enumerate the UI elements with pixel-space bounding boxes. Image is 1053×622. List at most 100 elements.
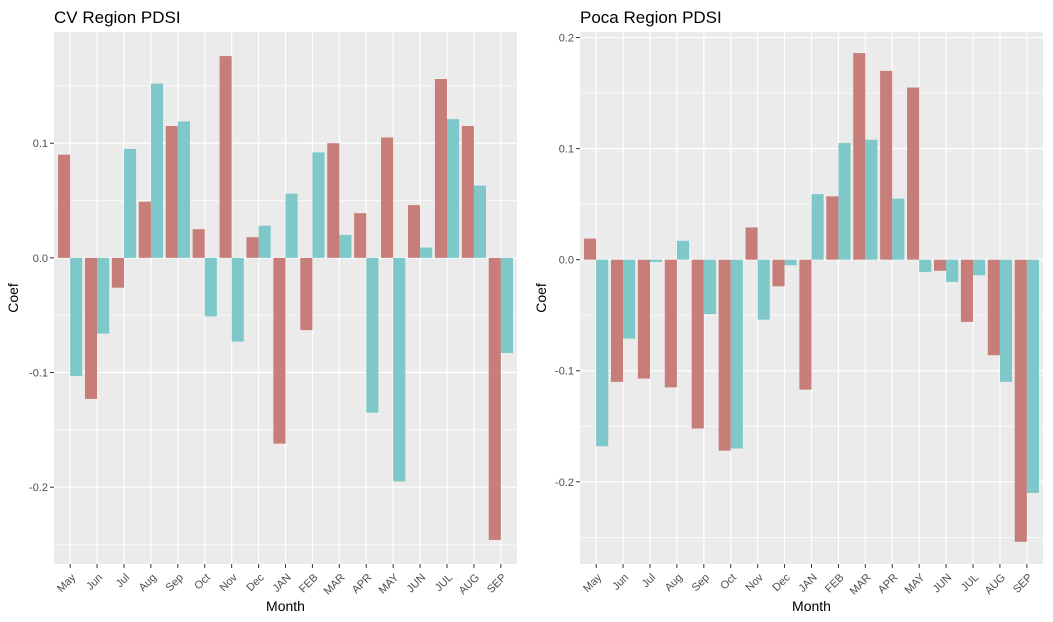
bar-mar-red	[327, 143, 340, 258]
bar-sep-red	[488, 257, 501, 540]
bar-jul-teal	[973, 259, 986, 276]
bar-aug-red	[664, 259, 677, 388]
bar-jan-red	[273, 257, 286, 444]
y-tick-labels: 0.2 0.1 0.0 -0.1 -0.2	[555, 33, 580, 489]
bar-may-red	[584, 238, 597, 260]
bar-may-red	[907, 87, 920, 260]
x-tick-label: SEP	[485, 572, 509, 596]
bar-oct-red	[718, 259, 731, 451]
bar-jul-red	[960, 259, 974, 322]
x-tick-label: Sep	[690, 572, 712, 594]
x-tick-label: Jun	[610, 572, 631, 593]
bar-jul-teal	[649, 259, 663, 262]
x-tick-labels: May Jun Jul Aug Sep Oct Nov Dec JAN FEB MAR APR MAY J…	[55, 564, 509, 597]
x-tick-label: SEP	[1011, 572, 1035, 596]
y-tick-label: 0.0	[559, 255, 574, 267]
bar-jun-teal	[420, 247, 433, 258]
x-tick-label: Aug	[663, 572, 685, 594]
bar-oct-red	[192, 229, 205, 258]
x-tick-label: JUL	[433, 572, 455, 594]
x-tick-label: MAR	[322, 572, 348, 598]
x-tick-label: Dec	[244, 571, 267, 594]
bar-nov-teal	[231, 257, 244, 342]
y-tick-label: 0.0	[33, 253, 48, 265]
bar-oct-teal	[204, 257, 217, 317]
chart-title: Poca Region PDSI	[580, 8, 722, 27]
x-tick-label: FEB	[823, 572, 847, 596]
x-axis-title: Month	[792, 598, 831, 614]
x-tick-label: Nov	[744, 571, 767, 594]
bar-jun-red	[407, 205, 421, 258]
bar-aug-red	[461, 126, 474, 258]
bar-dec-red	[246, 237, 259, 258]
x-tick-label: May	[581, 571, 605, 595]
x-tick-label: Jun	[84, 572, 105, 593]
x-tick-label: MAY	[377, 571, 402, 596]
bar-nov-red	[745, 227, 758, 260]
bar-sep-teal	[1026, 259, 1039, 493]
bar-feb-red	[300, 257, 313, 331]
y-tick-label: 0.2	[559, 33, 574, 45]
chart-title: CV Region PDSI	[54, 8, 181, 27]
bar-dec-teal	[258, 225, 271, 258]
bar-sep-red	[1014, 259, 1027, 542]
y-axis-title: Coef	[533, 283, 549, 313]
bar-aug-teal	[676, 240, 690, 260]
x-tick-label: JUL	[959, 572, 981, 594]
bar-aug-red	[138, 201, 151, 258]
chart-cv-region: CV Region PDSI 0.1 0.0 -0.1 -0.2 May Jun Jul A…	[5, 8, 517, 614]
bar-dec-teal	[784, 259, 797, 266]
bar-sep-red	[165, 126, 178, 258]
y-tick-label: -0.1	[29, 368, 48, 380]
x-tick-label: FEB	[297, 572, 321, 596]
y-tick-label: 0.1	[559, 144, 574, 156]
bar-jul-red	[637, 259, 650, 379]
y-tick-label: -0.1	[555, 366, 574, 378]
bar-apr-red	[354, 213, 367, 258]
bar-apr-teal	[892, 198, 905, 260]
x-tick-label: May	[55, 571, 79, 595]
bar-may-red	[58, 154, 71, 258]
bar-jun-teal	[946, 259, 959, 282]
x-axis-title: Month	[266, 598, 305, 614]
bar-sep-teal	[177, 121, 190, 258]
x-tick-label: Aug	[137, 572, 159, 594]
bar-aug-teal	[150, 83, 164, 258]
bar-may-red	[381, 137, 394, 258]
x-tick-label: Jul	[640, 572, 658, 590]
bar-jun-red	[610, 259, 624, 382]
bar-dec-red	[772, 259, 785, 287]
y-tick-label: -0.2	[555, 477, 574, 489]
bar-oct-teal	[730, 259, 743, 449]
x-tick-label: Oct	[192, 572, 213, 593]
y-tick-label: -0.2	[29, 482, 48, 494]
bar-jan-red	[799, 259, 812, 390]
x-tick-label: Nov	[218, 571, 241, 594]
bar-mar-red	[853, 53, 866, 260]
x-tick-label: JAN	[270, 572, 293, 595]
bar-feb-teal	[838, 143, 851, 260]
y-tick-label: 0.1	[33, 138, 48, 150]
bars	[584, 53, 1039, 542]
bar-may-teal	[919, 259, 932, 272]
bar-sep-red	[691, 259, 704, 429]
bars	[58, 56, 513, 540]
x-tick-label: MAY	[903, 571, 928, 596]
bar-may-teal	[393, 257, 406, 482]
bar-mar-teal	[865, 139, 878, 260]
bar-jun-teal	[623, 259, 636, 339]
x-tick-label: MAR	[848, 572, 874, 598]
bar-aug-teal	[473, 185, 487, 258]
bar-feb-red	[826, 196, 839, 260]
x-tick-label: AUG	[983, 572, 1008, 597]
bar-aug-red	[987, 259, 1000, 356]
bar-nov-red	[219, 56, 232, 258]
x-tick-label: Jul	[114, 572, 132, 590]
bar-apr-red	[880, 70, 893, 260]
bar-apr-teal	[366, 257, 379, 413]
x-tick-label: Oct	[718, 572, 739, 593]
x-tick-label: Sep	[164, 572, 186, 594]
x-tick-label: APR	[350, 572, 375, 597]
x-tick-label: JAN	[796, 572, 819, 595]
